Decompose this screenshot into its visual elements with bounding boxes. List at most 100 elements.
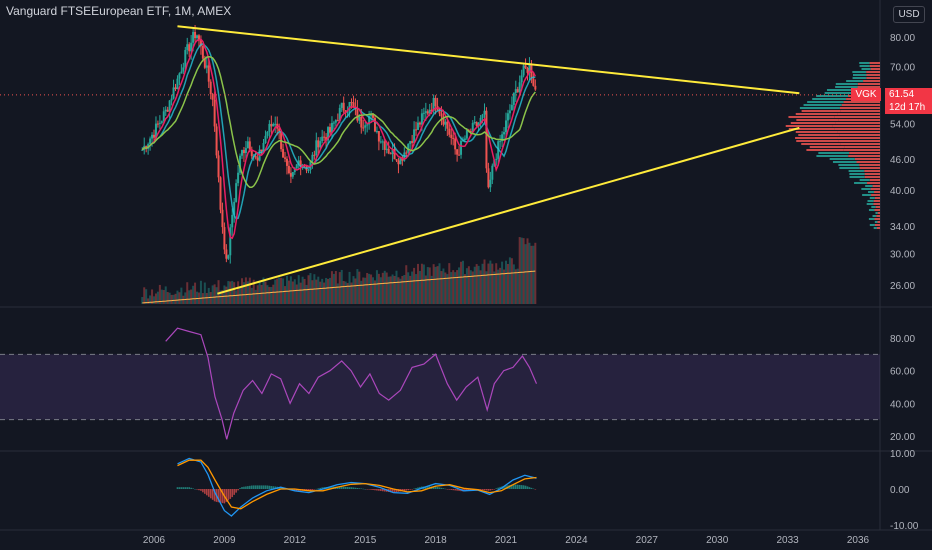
- candle-body: [463, 138, 466, 141]
- macd-histogram-bar: [180, 487, 183, 489]
- volume-bar: [201, 293, 204, 304]
- macd-histogram-bar: [493, 489, 496, 490]
- macd-histogram-bar: [395, 489, 398, 493]
- candle-body: [358, 116, 361, 121]
- price-tick-label: 34.00: [890, 222, 915, 233]
- macd-histogram-bar: [483, 489, 486, 491]
- macd-histogram-bar: [352, 487, 355, 489]
- macd-histogram-bar: [446, 489, 449, 490]
- candle-body: [417, 122, 419, 130]
- candle-body: [424, 111, 427, 113]
- candle-body: [338, 107, 341, 121]
- macd-histogram-bar: [268, 485, 271, 489]
- macd-histogram-bar: [225, 489, 228, 502]
- volume-bar: [534, 242, 537, 304]
- volume-bar: [260, 284, 263, 304]
- macd-histogram-bar: [503, 485, 505, 489]
- macd-histogram-bar: [207, 489, 210, 497]
- candle-body: [440, 113, 443, 117]
- macd-histogram-bar: [229, 489, 232, 499]
- volume-bar: [524, 244, 527, 304]
- macd-histogram-bar: [340, 486, 343, 489]
- volume-bar: [289, 276, 292, 304]
- volume-bar: [285, 275, 288, 304]
- candle-body: [432, 97, 435, 112]
- volume-bar: [166, 292, 169, 304]
- volume-bar: [415, 274, 418, 304]
- candle-body: [534, 85, 537, 90]
- symbol-price-tag: VGK: [851, 88, 881, 101]
- volume-bar: [151, 289, 154, 304]
- macd-histogram-bar: [360, 488, 363, 489]
- volume-bar: [241, 278, 243, 304]
- candle-body: [241, 150, 243, 156]
- candle-body: [532, 78, 535, 86]
- profile-bar-down: [874, 224, 880, 226]
- volume-bar: [393, 275, 396, 304]
- candle-body: [176, 78, 179, 90]
- candle-body: [284, 157, 287, 159]
- profile-bar-up: [852, 71, 867, 73]
- volume-bar: [227, 281, 230, 304]
- macd-tick-label: -10.00: [890, 521, 919, 532]
- volume-bar: [383, 270, 386, 304]
- macd-histogram-bar: [262, 485, 265, 489]
- macd-histogram-bar: [266, 485, 269, 489]
- volume-bar: [483, 259, 486, 304]
- volume-bar: [495, 263, 498, 304]
- profile-bar-up: [798, 134, 840, 136]
- macd-histogram-bar: [364, 489, 366, 490]
- macd-histogram-bar: [311, 489, 314, 490]
- macd-histogram-bar: [489, 489, 492, 491]
- macd-histogram-bar: [184, 487, 187, 489]
- profile-bar-up: [795, 113, 838, 115]
- moving-average-fast: [141, 42, 536, 220]
- profile-bar-up: [801, 143, 841, 145]
- candle-body: [336, 120, 339, 122]
- candle-body: [362, 127, 365, 129]
- candle-body: [205, 65, 208, 68]
- macd-histogram-bar: [458, 489, 460, 491]
- trendline: [217, 126, 800, 295]
- candle-body: [340, 102, 343, 108]
- profile-bar-down: [843, 101, 880, 103]
- profile-bar-up: [861, 188, 871, 190]
- x-tick-label: 2036: [847, 535, 870, 546]
- profile-bar-up: [859, 179, 870, 181]
- macd-histogram-bar: [182, 487, 185, 489]
- candle-body: [170, 98, 173, 101]
- candle-body: [272, 124, 275, 127]
- volume-bar: [426, 267, 429, 304]
- profile-bar-up: [873, 227, 877, 229]
- macd-histogram-bar: [526, 486, 529, 489]
- currency-button[interactable]: USD: [893, 6, 925, 23]
- macd-histogram-bar: [211, 489, 214, 500]
- profile-bar-up: [806, 149, 844, 151]
- candle-body: [250, 150, 253, 157]
- macd-histogram-bar: [440, 487, 443, 489]
- price-tick-label: 26.00: [890, 281, 915, 292]
- volume-bar: [262, 277, 265, 304]
- candle-body: [458, 154, 461, 156]
- candle-body: [360, 116, 363, 128]
- volume-bar: [413, 267, 416, 304]
- volume-bar: [242, 282, 245, 304]
- volume-bar: [440, 271, 443, 304]
- profile-bar-up: [859, 62, 870, 64]
- volume-bar: [403, 274, 406, 304]
- candle-body: [268, 123, 271, 132]
- x-tick-label: 2012: [284, 535, 307, 546]
- candle-body: [244, 148, 247, 154]
- volume-bar: [350, 282, 353, 304]
- volume-bar: [489, 260, 492, 304]
- macd-histogram-bar: [514, 484, 517, 489]
- candle-body: [201, 46, 204, 59]
- x-tick-label: 2033: [776, 535, 799, 546]
- profile-bar-down: [840, 143, 880, 145]
- candle-body: [483, 110, 486, 115]
- profile-bar-down: [877, 221, 880, 223]
- macd-histogram-bar: [534, 489, 537, 490]
- macd-histogram-bar: [346, 487, 349, 489]
- candle-body: [145, 145, 148, 149]
- volume-bar: [323, 282, 326, 304]
